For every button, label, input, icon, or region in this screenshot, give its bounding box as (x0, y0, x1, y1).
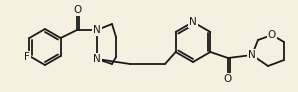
Text: N: N (93, 54, 101, 64)
Text: O: O (224, 74, 232, 84)
Text: N: N (93, 25, 101, 35)
Text: F: F (24, 52, 30, 62)
Text: N: N (248, 50, 256, 60)
Text: N: N (189, 17, 197, 27)
Text: O: O (268, 30, 276, 40)
Text: O: O (73, 5, 81, 15)
